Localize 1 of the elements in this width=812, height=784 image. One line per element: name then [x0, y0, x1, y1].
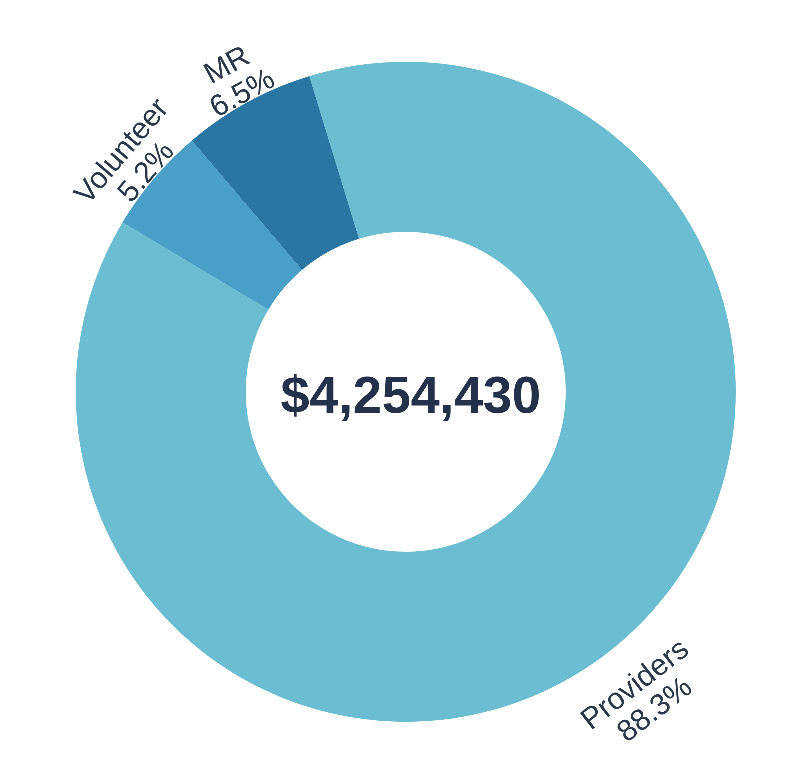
text: $4,254,430	[280, 367, 542, 425]
